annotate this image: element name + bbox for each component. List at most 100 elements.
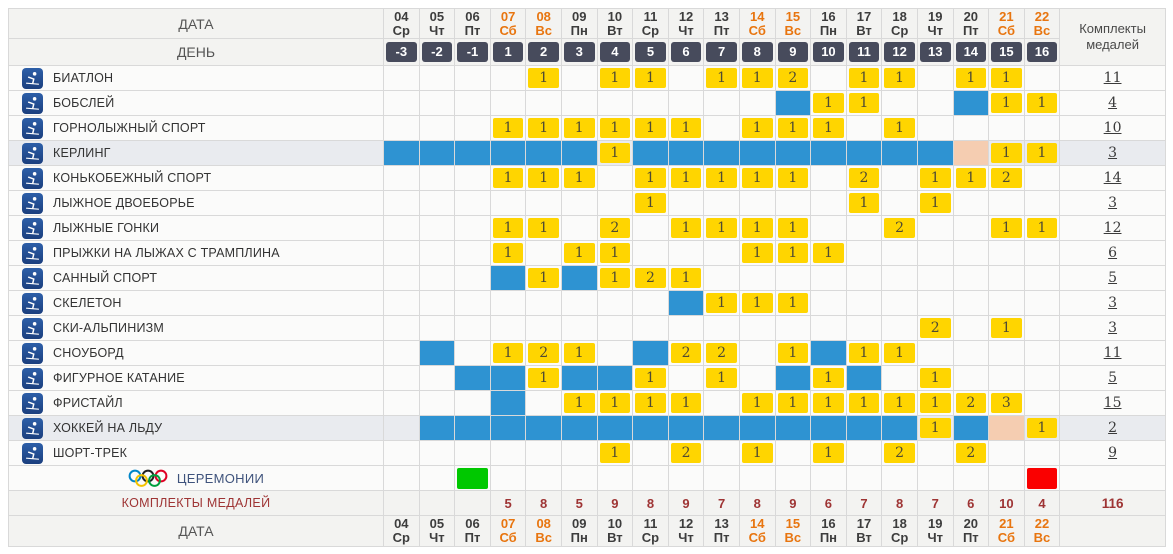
footer-date-16: 16 Пн	[810, 515, 847, 547]
competition-day-cell	[953, 416, 988, 440]
medal-event-cell: 1	[777, 243, 809, 263]
schedule-cell: 1	[916, 165, 954, 191]
schedule-cell: 1	[596, 265, 634, 291]
medal-event-cell: 1	[919, 193, 951, 213]
schedule-cell	[383, 265, 420, 291]
day-header-label: ДЕНЬ	[8, 38, 384, 66]
cross-country-skiing-icon	[22, 217, 43, 239]
schedule-cell	[383, 165, 420, 191]
medal-total-link[interactable]: 15	[1103, 395, 1122, 411]
medal-total-link[interactable]: 2	[1108, 420, 1118, 436]
schedule-cell	[810, 165, 847, 191]
competition-day-cell	[633, 416, 668, 440]
schedule-cell: 1	[845, 190, 883, 216]
schedule-cell: 2	[916, 315, 954, 341]
schedule-cell	[1023, 315, 1061, 341]
schedule-cell	[454, 215, 491, 241]
closing-ceremony-cell	[1026, 467, 1058, 489]
footer-date-20: 20 Пт	[952, 515, 990, 547]
medal-total-link[interactable]: 3	[1108, 295, 1118, 311]
medal-total-link[interactable]: 5	[1108, 270, 1118, 286]
schedule-cell	[1023, 440, 1061, 466]
date-number: 15	[785, 516, 801, 531]
date-number: 19	[927, 516, 943, 531]
schedule-cell: 1	[774, 215, 812, 241]
competition-day-cell	[598, 366, 632, 390]
schedule-cell	[988, 465, 1025, 491]
medal-event-cell: 1	[563, 168, 595, 188]
schedule-cell	[774, 440, 812, 466]
medal-total-link[interactable]: 10	[1103, 120, 1122, 136]
sport-name-cell: ХОККЕЙ НА ЛЬДУ	[8, 415, 384, 441]
date-number: 22	[1034, 516, 1050, 531]
date-number: 05	[429, 516, 445, 531]
competition-day-cell	[562, 366, 597, 390]
medal-total-link[interactable]: 5	[1108, 370, 1118, 386]
medal-event-cell: 1	[741, 68, 773, 88]
date-number: 05	[429, 8, 445, 24]
biathlon-icon	[22, 67, 43, 89]
schedule-cell	[988, 415, 1025, 441]
medal-event-cell: 1	[777, 393, 809, 413]
medal-total-link[interactable]: 3	[1108, 195, 1118, 211]
schedule-cell	[774, 315, 812, 341]
schedule-cell	[738, 90, 776, 116]
date-weekday: Вс	[1033, 530, 1051, 545]
schedule-cell	[1023, 65, 1061, 91]
schedule-cell: 1	[916, 390, 954, 416]
table-row: ПРЫЖКИ НА ЛЫЖАХ С ТРАМПЛИНА 1 1 1 1 1 1 6	[8, 240, 1166, 266]
schedule-cell	[810, 315, 847, 341]
olympic-schedule: ДАТА 04 Ср 05 Чт 06 Пт 07 Сб 08 Вс 09 Пн 10 Вт 11 Ср 12 Чт…	[8, 8, 1166, 547]
medal-total-link[interactable]: 9	[1108, 445, 1118, 461]
medal-total-link[interactable]: 6	[1108, 245, 1118, 261]
medal-event-cell: 1	[563, 343, 595, 363]
schedule-cell	[454, 415, 491, 441]
schedule-cell	[916, 140, 954, 166]
medal-total-link[interactable]: 12	[1103, 220, 1122, 236]
daily-medal-count: 6	[952, 490, 990, 516]
medal-event-cell: 1	[599, 143, 631, 163]
date-header-15: 15 Вс	[774, 8, 812, 39]
schedule-cell	[738, 265, 776, 291]
schedule-cell	[667, 190, 705, 216]
medal-event-cell: 2	[991, 168, 1022, 188]
schedule-cell: 1	[738, 290, 776, 316]
table-row: ХОККЕЙ НА ЛЬДУ 1 1 2	[8, 415, 1166, 441]
date-number: 08	[536, 516, 551, 531]
day-header-row: ДЕНЬ -3 -2 -1 1 2 3 4 5 6 7 8 9 10 11 12 13 14 15 16	[8, 38, 1166, 66]
schedule-cell: 1	[489, 240, 527, 266]
competition-day-cell	[384, 141, 419, 165]
medal-event-cell: 1	[670, 393, 702, 413]
schedule-cell	[916, 265, 954, 291]
competition-day-cell	[918, 141, 953, 165]
schedule-cell: 1	[667, 265, 705, 291]
medal-event-cell: 1	[741, 243, 773, 263]
medal-total-link[interactable]: 14	[1103, 170, 1122, 186]
schedule-cell: 1	[596, 240, 634, 266]
date-number: 06	[465, 8, 480, 24]
schedule-cell: 1	[810, 440, 847, 466]
medal-total-link[interactable]: 11	[1103, 70, 1122, 86]
medal-event-cell: 1	[599, 68, 631, 88]
medal-event-cell: 1	[848, 68, 880, 88]
footer-date-21: 21 Сб	[988, 515, 1025, 547]
schedule-cell: 1	[774, 240, 812, 266]
schedule-cell	[560, 465, 598, 491]
schedule-cell	[1023, 115, 1061, 141]
medal-total-link[interactable]: 4	[1108, 95, 1118, 111]
day-cell-13: 13	[916, 38, 954, 66]
medal-total-link[interactable]: 11	[1103, 345, 1122, 361]
medal-total-link[interactable]: 3	[1108, 320, 1118, 336]
sport-name-label: ГОРНОЛЫЖНЫЙ СПОРТ	[53, 121, 206, 135]
day-cell-16: 16	[1023, 38, 1061, 66]
schedule-cell	[881, 265, 918, 291]
schedule-cell: 1	[632, 65, 669, 91]
schedule-cell: 1	[1023, 215, 1061, 241]
medal-event-cell: 1	[492, 118, 524, 138]
ceremonies-row: ЦЕРЕМОНИИ	[8, 465, 1166, 491]
schedule-cell	[667, 465, 705, 491]
medal-total-link[interactable]: 3	[1108, 145, 1118, 161]
schedule-cell	[383, 140, 420, 166]
medal-event-cell: 1	[528, 268, 559, 288]
schedule-cell	[916, 465, 954, 491]
